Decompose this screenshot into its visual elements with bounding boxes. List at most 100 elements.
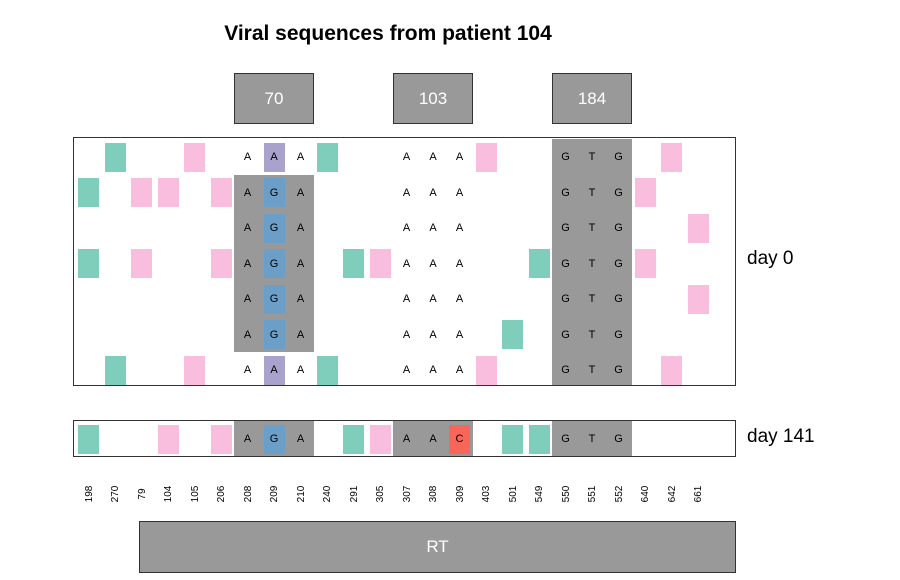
day141-row0-mutation-mark xyxy=(343,424,364,454)
day141-panel xyxy=(73,420,736,457)
day0-row2-base: A xyxy=(429,222,437,234)
day0-row5-base: A xyxy=(455,328,464,341)
day0-row4-base: A xyxy=(429,293,437,305)
day141-row0-base: A xyxy=(429,433,437,445)
day0-row4-base: G xyxy=(561,293,570,305)
day0-row4-base: G xyxy=(614,293,623,305)
day0-row3-base: A xyxy=(455,257,464,270)
day0-row0-mutation-mark xyxy=(661,142,682,172)
day0-row4-base: T xyxy=(588,293,596,305)
day0-row2-base: A xyxy=(296,222,305,234)
day0-row2-base: G xyxy=(263,213,285,243)
day0-row3-base: A xyxy=(402,257,411,270)
day0-row1-base: G xyxy=(614,186,623,199)
position-label: 308 xyxy=(427,485,439,503)
day0-row3-mutation-mark xyxy=(210,249,232,278)
figure-title: Viral sequences from patient 104 xyxy=(224,22,552,45)
day0-row1-base: A xyxy=(455,186,464,199)
day0-row4-mutation-mark xyxy=(687,284,709,314)
day0-row6-base: T xyxy=(588,364,596,376)
day141-row0-base: G xyxy=(561,433,570,445)
position-label: 270 xyxy=(109,485,121,503)
day0-row3-mutation-mark xyxy=(131,249,152,278)
day141-row0-base: A xyxy=(243,433,252,445)
day0-row3-base: G xyxy=(614,257,623,270)
day0-row5-base: T xyxy=(588,328,596,341)
day0-row3-base: A xyxy=(243,257,252,270)
day0-row6-mutation-mark xyxy=(475,355,497,385)
day0-row5-base: G xyxy=(263,320,285,349)
day141-row0-mutation-mark xyxy=(210,424,232,454)
day0-row6-mutation-mark xyxy=(184,355,205,385)
day0-row5-base: A xyxy=(429,328,437,341)
day0-label: day 0 xyxy=(747,248,794,269)
day0-row1-mutation-mark xyxy=(78,178,99,207)
position-label: 208 xyxy=(242,485,253,503)
day0-row2-base: G xyxy=(614,222,623,234)
day0-row1-base: G xyxy=(561,186,570,199)
day0-row0-base: A xyxy=(296,151,305,163)
position-label: 210 xyxy=(295,485,306,503)
day0-row3-mutation-mark xyxy=(634,249,656,278)
day0-row6-mutation-mark xyxy=(104,355,126,385)
day0-row5-base: A xyxy=(243,328,252,341)
position-label: 291 xyxy=(348,485,359,503)
day141-row0-base: T xyxy=(588,433,596,445)
position-label: 552 xyxy=(613,485,624,503)
position-label: 661 xyxy=(692,485,704,503)
day0-row2-base: T xyxy=(588,222,596,234)
day0-row3-mutation-mark xyxy=(528,249,550,278)
day0-row0-base: G xyxy=(614,151,623,163)
position-label: 551 xyxy=(586,485,598,503)
day0-row3-base: A xyxy=(296,257,305,270)
position-label: 549 xyxy=(533,485,545,503)
codon-box-184: 184 xyxy=(552,73,632,124)
day0-row3-mutation-mark xyxy=(78,249,99,278)
position-label: 79 xyxy=(136,488,147,500)
codon-box-103: 103 xyxy=(393,73,473,124)
day0-row6-mutation-mark xyxy=(316,355,338,385)
day0-row3-base: A xyxy=(429,257,437,270)
day0-row1-base: A xyxy=(243,186,252,199)
position-label: 403 xyxy=(480,485,492,503)
position-label: 206 xyxy=(215,485,227,503)
day0-row6-base: A xyxy=(455,364,464,376)
day0-row0-mutation-mark xyxy=(475,142,497,172)
day0-row1-mutation-mark xyxy=(131,178,152,207)
day0-row1-base: G xyxy=(263,178,285,207)
day0-row1-base: T xyxy=(588,186,596,199)
day141-label: day 141 xyxy=(747,426,815,447)
day0-row5-mutation-mark xyxy=(502,320,523,349)
day0-row4-base: A xyxy=(296,293,305,305)
position-label: 305 xyxy=(374,485,386,503)
day0-row1-base: A xyxy=(402,186,411,199)
position-label: 105 xyxy=(189,485,200,503)
codon-box-70: 70 xyxy=(234,73,314,124)
day0-row4-base: A xyxy=(243,293,252,305)
day0-row3-base: G xyxy=(263,249,285,278)
day0-row2-base: A xyxy=(243,222,252,234)
day0-row2-mutation-mark xyxy=(687,213,709,243)
day0-row6-mutation-mark xyxy=(661,355,682,385)
position-label: 550 xyxy=(560,485,571,503)
day141-row0-mutation-mark xyxy=(78,424,99,454)
day0-row0-base: A xyxy=(402,151,411,163)
day0-row4-base: A xyxy=(402,293,411,305)
day0-panel xyxy=(73,137,736,386)
day0-row0-base: G xyxy=(561,151,570,163)
position-label: 501 xyxy=(507,485,518,503)
day141-row0-base: C xyxy=(449,424,470,454)
day0-shaded-region-1 xyxy=(552,139,632,385)
rt-label: RT xyxy=(426,537,449,556)
day0-row4-base: G xyxy=(263,284,285,314)
day0-row5-base: G xyxy=(614,328,623,341)
day0-row0-mutation-mark xyxy=(104,142,126,172)
day0-row0-mutation-mark xyxy=(184,142,205,172)
day0-row3-base: G xyxy=(561,257,570,270)
day0-row5-base: A xyxy=(402,328,411,341)
day0-row3-mutation-mark xyxy=(369,249,391,278)
day0-row6-base: A xyxy=(243,364,252,376)
day141-row0-mutation-mark xyxy=(528,424,550,454)
day0-row0-mutation-mark xyxy=(316,142,338,172)
